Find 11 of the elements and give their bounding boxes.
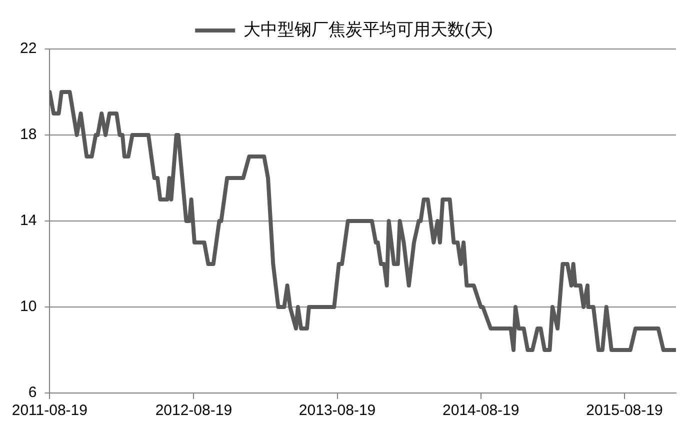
y-tick-label: 10 xyxy=(20,298,37,316)
y-tick-label: 18 xyxy=(20,126,37,144)
x-tick-label: 2012-08-19 xyxy=(155,402,232,420)
x-tick-label: 2011-08-19 xyxy=(12,402,88,420)
x-tick-label: 2015-08-19 xyxy=(586,402,663,420)
x-tick-label: 2014-08-19 xyxy=(442,402,520,420)
y-tick-label: 22 xyxy=(20,40,37,58)
y-tick-label: 14 xyxy=(20,212,37,230)
y-tick-label: 6 xyxy=(28,384,37,402)
legend-label: 大中型钢厂焦炭平均可用天数(天) xyxy=(244,20,493,40)
x-tick-label: 2013-08-19 xyxy=(298,402,376,420)
